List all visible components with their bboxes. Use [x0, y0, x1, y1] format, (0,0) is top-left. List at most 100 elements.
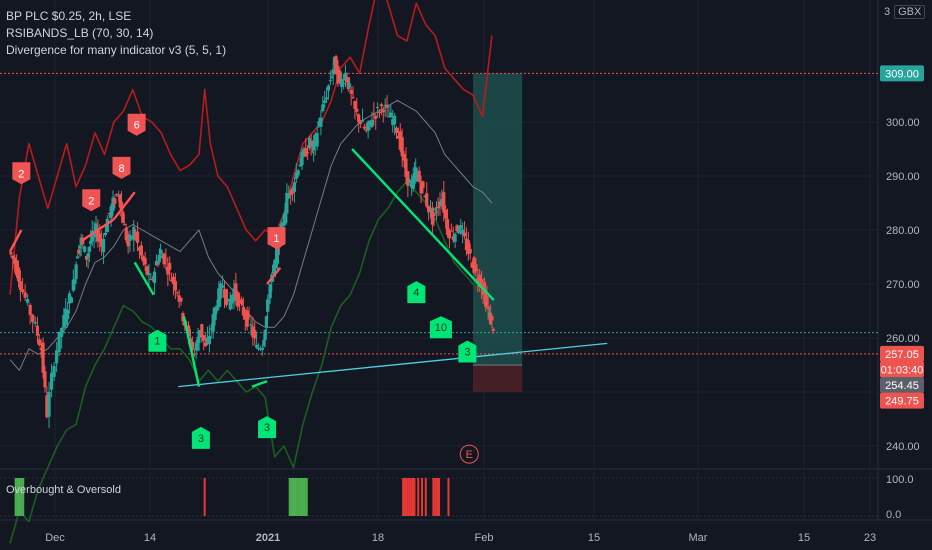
indicator-divergence[interactable]: Divergence for many indicator v3 (5, 5, …: [6, 43, 227, 57]
oversold-bar: [22, 478, 25, 516]
signal-shape: [267, 227, 286, 250]
signal-text: 1: [154, 336, 160, 348]
candle-body: [119, 201, 124, 210]
bear-signal-label: 2: [12, 162, 31, 185]
oversold-bar: [292, 478, 295, 516]
candle-body: [364, 129, 368, 131]
candle-body: [35, 325, 40, 336]
candle-body: [436, 206, 440, 209]
candle-body: [28, 304, 32, 316]
candle-body: [41, 342, 45, 373]
indicator-rsibands[interactable]: RSIBANDS_LB (70, 30, 14): [6, 26, 154, 40]
overbought-bar: [438, 478, 441, 516]
candle-body: [75, 256, 80, 259]
signal-text: 2: [88, 195, 94, 207]
earnings-marker: [459, 444, 479, 464]
candle-body: [421, 181, 425, 189]
candle-body: [230, 295, 234, 304]
candle-body: [423, 196, 427, 198]
candle-body: [415, 174, 419, 176]
candle-body: [71, 279, 75, 291]
bull-divergence-line: [182, 316, 201, 387]
candle-body: [336, 65, 340, 84]
bull-signal-label: 10: [429, 316, 452, 339]
symbol-title[interactable]: BP PLC $0.25, 2h, LSE: [6, 9, 132, 23]
candle-body: [139, 245, 143, 256]
candle-body: [109, 206, 113, 219]
candle-body: [453, 233, 457, 242]
price-badge-text: 254.45: [885, 380, 919, 392]
candle-body: [241, 306, 246, 316]
candle-body: [451, 236, 455, 240]
candle-body: [238, 300, 242, 303]
x-tick-label: 23: [864, 532, 876, 544]
candle-body: [440, 199, 444, 207]
scale-badge[interactable]: 3 GBX: [884, 5, 926, 19]
candle-body: [236, 292, 240, 307]
candle-body: [194, 342, 198, 351]
signal-shape: [112, 156, 131, 179]
candle-body: [64, 308, 68, 326]
candle-body: [328, 80, 332, 82]
candle-body: [141, 256, 145, 262]
candle-body: [160, 255, 164, 259]
candle-body: [209, 328, 213, 330]
bear-divergence-line: [81, 218, 115, 242]
candle-body: [111, 197, 115, 212]
bull-signal-label: 4: [407, 281, 426, 304]
candle-body: [268, 284, 272, 299]
candle-body: [476, 278, 480, 282]
candle-body: [15, 260, 19, 276]
signal-text: 2: [18, 168, 24, 180]
candle-body: [156, 262, 160, 264]
candle-body: [411, 176, 415, 189]
candle-body: [134, 233, 138, 240]
candle-body: [107, 212, 111, 214]
lower-pane-label: Overbought & Oversold: [6, 484, 121, 496]
candle-body: [169, 279, 174, 282]
candle-body: [347, 83, 352, 88]
candle-body: [177, 295, 181, 302]
candle-body: [158, 249, 163, 255]
candle-body: [21, 289, 25, 292]
signal-text: 10: [435, 322, 447, 334]
candle-body: [387, 116, 391, 118]
candle-body: [376, 106, 380, 108]
candle-body: [205, 337, 210, 343]
candle-body: [147, 272, 151, 275]
candle-body: [260, 347, 264, 350]
candle-body: [377, 111, 382, 114]
candle-body: [368, 120, 372, 123]
candle-body: [445, 219, 450, 235]
candle-body: [207, 335, 211, 345]
candle-body: [326, 85, 331, 91]
trend-line: [178, 342, 608, 388]
candle-body: [232, 288, 236, 302]
currency-label: GBX: [894, 5, 926, 19]
candle-body: [317, 121, 321, 127]
candle-body: [57, 331, 61, 352]
candle-body: [427, 205, 431, 213]
candle-body: [43, 371, 47, 388]
candle-body: [137, 247, 142, 251]
bear-divergence-line: [266, 267, 282, 285]
overbought-bar: [409, 478, 412, 516]
candle-body: [149, 279, 153, 281]
candle-body: [262, 339, 266, 346]
candle-body: [256, 347, 261, 350]
overbought-bar: [411, 478, 414, 516]
candle-body: [31, 314, 35, 323]
oversold-bar: [305, 478, 308, 516]
candle-body: [379, 104, 383, 107]
candle-body: [485, 296, 489, 305]
candle-body: [402, 153, 406, 161]
candle-body: [462, 232, 467, 237]
candle-body: [385, 104, 389, 108]
candle-body: [215, 305, 219, 311]
candle-body: [394, 127, 399, 133]
candle-body: [417, 170, 421, 182]
candle-body: [304, 148, 308, 157]
candle-body: [283, 212, 287, 225]
candle-body: [447, 230, 452, 239]
